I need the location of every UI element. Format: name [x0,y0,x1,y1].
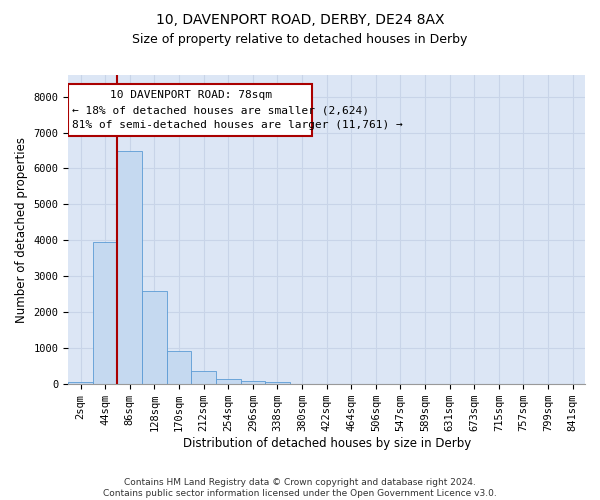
Bar [93,242,118,384]
Bar [241,380,265,384]
X-axis label: Distribution of detached houses by size in Derby: Distribution of detached houses by size … [182,437,471,450]
Text: 10, DAVENPORT ROAD, DERBY, DE24 8AX: 10, DAVENPORT ROAD, DERBY, DE24 8AX [156,12,444,26]
Bar [118,151,142,384]
Bar [167,351,191,384]
Bar [142,292,167,384]
Bar [216,380,241,384]
Y-axis label: Number of detached properties: Number of detached properties [15,136,28,322]
Text: Contains HM Land Registry data © Crown copyright and database right 2024.
Contai: Contains HM Land Registry data © Crown c… [103,478,497,498]
Text: ← 18% of detached houses are smaller (2,624): ← 18% of detached houses are smaller (2,… [72,105,369,115]
Text: 81% of semi-detached houses are larger (11,761) →: 81% of semi-detached houses are larger (… [72,120,403,130]
Bar [68,382,93,384]
Bar [191,370,216,384]
Bar [68,84,312,136]
Bar [265,382,290,384]
Text: 10 DAVENPORT ROAD: 78sqm: 10 DAVENPORT ROAD: 78sqm [110,90,272,101]
Text: Size of property relative to detached houses in Derby: Size of property relative to detached ho… [133,32,467,46]
